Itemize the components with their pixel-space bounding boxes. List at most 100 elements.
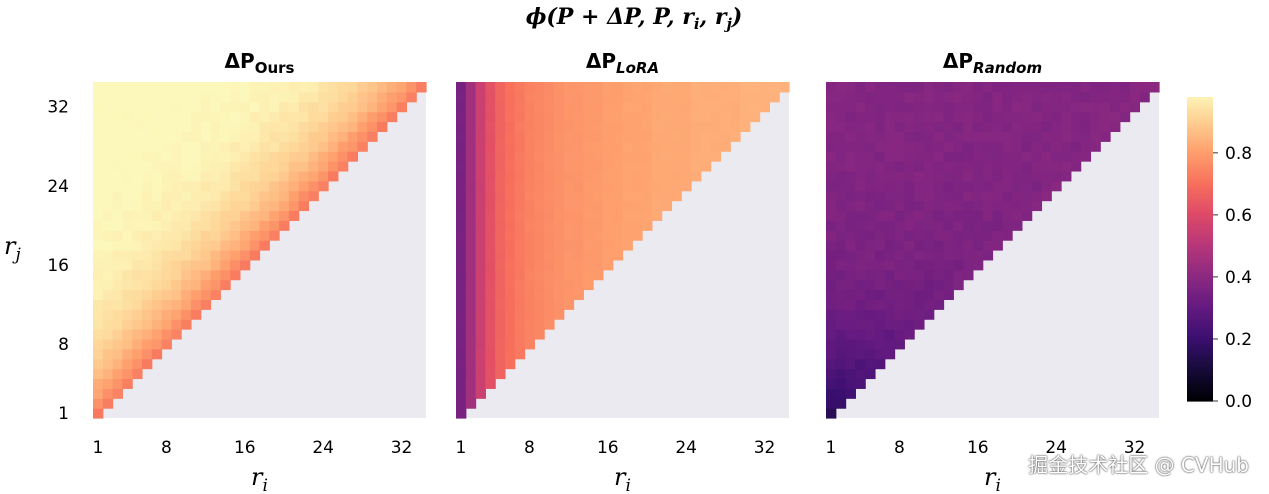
heatmap-cell [845,220,856,231]
heatmap-cell [884,151,896,162]
heatmap-cell [161,259,172,271]
heatmap-cell [671,131,682,142]
heatmap-cell [914,101,925,113]
heatmap-cell [622,111,633,123]
heatmap-cell [826,151,837,162]
colorbar-segment [1187,337,1213,341]
heatmap-cell [553,309,565,320]
heatmap-cell [269,200,280,212]
heatmap-cell [622,220,633,231]
heatmap-cell [730,101,741,113]
heatmap-cell [681,180,692,192]
colorbar-segment [1187,284,1213,288]
heatmap-cell [982,131,994,142]
heatmap-cell [298,131,310,142]
heatmap-cell [769,82,780,93]
colorbar-segment [1187,137,1213,141]
heatmap-cell [632,101,643,113]
heatmap-cell [1041,141,1052,152]
heatmap-cell [239,190,251,202]
colorbar-segment [1187,335,1213,339]
heatmap-cell [220,141,231,152]
heatmap-cell [1002,180,1013,192]
heatmap-cell [972,141,984,152]
heatmap-cell [573,91,584,103]
heatmap-cell [933,190,945,202]
heatmap-cell [504,309,516,320]
heatmap-cell [112,358,123,370]
heatmap-cell [524,338,535,350]
heatmap-cell [288,170,300,182]
heatmap-cell [923,240,935,251]
heatmap-cell [122,180,133,192]
heatmap-cell [151,121,163,133]
heatmap-cell [963,121,974,133]
colorbar-segment [1187,281,1213,286]
heatmap-cell [923,101,935,113]
colorbar-segment [1187,238,1213,242]
heatmap-cell [583,259,594,271]
heatmap-cell [661,141,673,152]
heatmap-cell [1061,121,1072,133]
heatmap-cell [865,170,876,182]
heatmap-cell [171,269,182,281]
heatmap-cell [102,259,114,271]
heatmap-cell [279,141,290,152]
heatmap-cell [465,368,477,380]
heatmap-cell [161,161,172,172]
heatmap-cell [112,289,123,301]
heatmap-cell [874,250,886,261]
heatmap-cell [396,82,408,93]
heatmap-cell [553,210,565,221]
colorbar-segment [1187,157,1213,161]
heatmap-cell [1051,151,1062,162]
heatmap-cell [93,348,104,360]
heatmap-cell [495,368,506,380]
heatmap-cell [835,279,847,291]
heatmap-cell [923,180,935,192]
heatmap-cell [151,240,163,251]
heatmap-cell [504,121,516,133]
heatmap-cell [700,131,712,142]
heatmap-cell [514,190,526,202]
heatmap-cell [1051,121,1062,133]
heatmap-cell [161,329,172,340]
heatmap-cell [151,161,163,172]
heatmap-cell [835,398,847,409]
heatmap-cell [914,180,925,192]
heatmap-cell [181,200,192,212]
heatmap-cell [456,210,467,221]
heatmap-cell [1119,101,1131,113]
heatmap-cell [943,180,954,192]
heatmap-cell [122,161,133,172]
heatmap-cell [835,240,847,251]
heatmap-cell [475,82,486,93]
heatmap-cell [279,151,290,162]
heatmap-cell [200,299,212,310]
heatmap-cell [553,190,565,202]
heatmap-cell [514,131,526,142]
heatmap-cell [171,289,182,301]
heatmap-cell [884,338,896,350]
heatmap-cell [259,141,270,152]
heatmap-cell [475,289,486,301]
colorbar-segment [1187,195,1213,199]
heatmap-cell [357,82,368,93]
heatmap-cell [141,151,153,162]
heatmap-cell [982,240,994,251]
heatmap-cell [269,170,280,182]
heatmap-cell [298,121,310,133]
heatmap-cell [190,230,202,241]
heatmap-cell [1002,200,1013,212]
heatmap-cell [914,269,925,281]
heatmap-cell [190,259,202,271]
heatmap-cell [200,180,212,192]
heatmap-cell [456,141,467,152]
heatmap-cell [612,121,624,133]
heatmap-cell [845,131,856,142]
heatmap-cell [826,279,837,291]
heatmap-cell [1002,82,1013,93]
heatmap-cell [894,82,905,93]
heatmap-cell [1041,190,1052,202]
heatmap-cell [318,82,329,93]
